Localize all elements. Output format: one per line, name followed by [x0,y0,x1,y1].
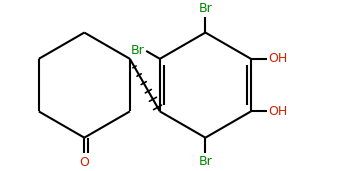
Text: Br: Br [131,44,144,57]
Text: Br: Br [199,155,212,168]
Text: OH: OH [269,105,288,118]
Text: O: O [79,156,89,169]
Text: Br: Br [199,2,212,15]
Text: OH: OH [269,52,288,65]
